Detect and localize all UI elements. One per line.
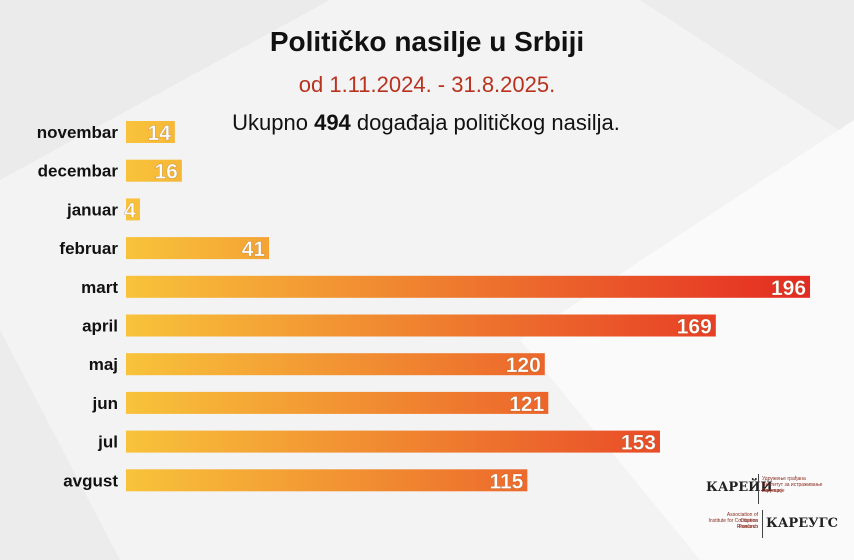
bar-april — [126, 314, 716, 337]
institute-logo: КАРЕЙИ Удружење грађана Институт за истр… — [706, 468, 846, 548]
bar-decembar — [126, 159, 182, 182]
value-label-jun: 121 — [509, 393, 544, 416]
value-label-maj: 120 — [506, 354, 541, 377]
category-label-jun: jun — [92, 394, 119, 413]
category-label-jul: jul — [97, 433, 118, 452]
chart-title: Političko nasilje u Srbiji — [269, 26, 585, 57]
logo-mark-right: КАРЕУГС — [766, 516, 838, 531]
logo-line-2: Институт за истраживање корупције — [762, 482, 823, 494]
total-prefix: Ukupno — [232, 110, 315, 135]
total-suffix: događaja političkog nasilja. — [350, 110, 620, 135]
chart-subtitle: od 1.11.2024. - 31.8.2025. — [298, 72, 556, 97]
category-label-januar: januar — [66, 200, 118, 219]
category-label-avgust: avgust — [63, 471, 118, 490]
category-label-maj: maj — [89, 355, 118, 374]
bar-novembar — [126, 121, 175, 143]
total-value: 494 — [314, 110, 351, 135]
category-label-februar: februar — [59, 239, 118, 258]
logo-line-1: Удружење грађана — [762, 476, 806, 482]
bar-jun — [126, 391, 549, 414]
logo-mark-left: КАРЕЙИ — [706, 480, 773, 495]
value-label-januar: 4 — [124, 199, 136, 222]
bar-januar — [126, 198, 140, 221]
category-label-april: april — [82, 317, 118, 336]
bar-februar — [126, 237, 270, 260]
category-label-decembar: decembar — [38, 162, 119, 181]
total-summary: Ukupno 494 događaja političkog nasilja. — [176, 110, 676, 136]
logo-line-3: Панчево — [762, 488, 782, 494]
bar-mart — [126, 275, 811, 298]
value-label-februar: 41 — [242, 238, 266, 261]
bar-jul — [126, 430, 660, 453]
logo-divider-2 — [762, 510, 763, 538]
category-label-mart: mart — [81, 278, 118, 297]
value-label-novembar: 14 — [148, 122, 172, 145]
logo-divider — [758, 474, 759, 504]
value-label-april: 169 — [677, 316, 712, 339]
bar-avgust — [126, 469, 528, 492]
logo-line-5: Institute for Corruption Research — [708, 518, 758, 530]
logo-line-4: Association of Citizens — [726, 512, 758, 524]
value-label-avgust: 115 — [489, 470, 523, 493]
category-label-novembar: novembar — [37, 123, 119, 142]
value-label-decembar: 16 — [154, 161, 177, 184]
value-label-jul: 153 — [621, 432, 656, 455]
value-label-mart: 196 — [771, 277, 806, 300]
bar-maj — [126, 353, 545, 376]
logo-line-6: Pančevo — [738, 524, 758, 530]
